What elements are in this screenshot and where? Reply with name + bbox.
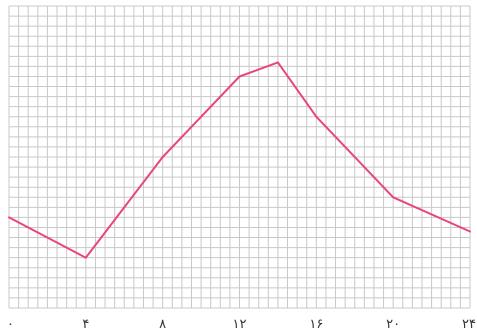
x-tick-label: ۲۴ <box>462 317 476 332</box>
x-tick-label: ۲۰ <box>386 317 400 332</box>
data-point <box>276 61 279 64</box>
data-point <box>161 156 164 158</box>
x-tick-label: ۴ <box>82 317 89 332</box>
data-point <box>8 216 10 219</box>
data-point <box>469 230 471 233</box>
x-axis-tick-labels: ۰ ۴ ۸ ۱۲ ۱۶ ۲۰ ۲۴ <box>7 317 476 332</box>
chart-series <box>8 61 471 259</box>
series-line-0 <box>8 61 471 259</box>
data-point <box>84 256 87 259</box>
chart-grid <box>8 5 471 309</box>
x-tick-label: ۱۶ <box>309 317 323 332</box>
x-tick-label: ۸ <box>159 317 166 332</box>
data-point <box>315 115 318 118</box>
data-point <box>238 75 241 78</box>
x-tick-label: ۱۲ <box>233 317 247 332</box>
x-tick-label: ۰ <box>7 317 14 332</box>
data-point <box>392 196 395 199</box>
